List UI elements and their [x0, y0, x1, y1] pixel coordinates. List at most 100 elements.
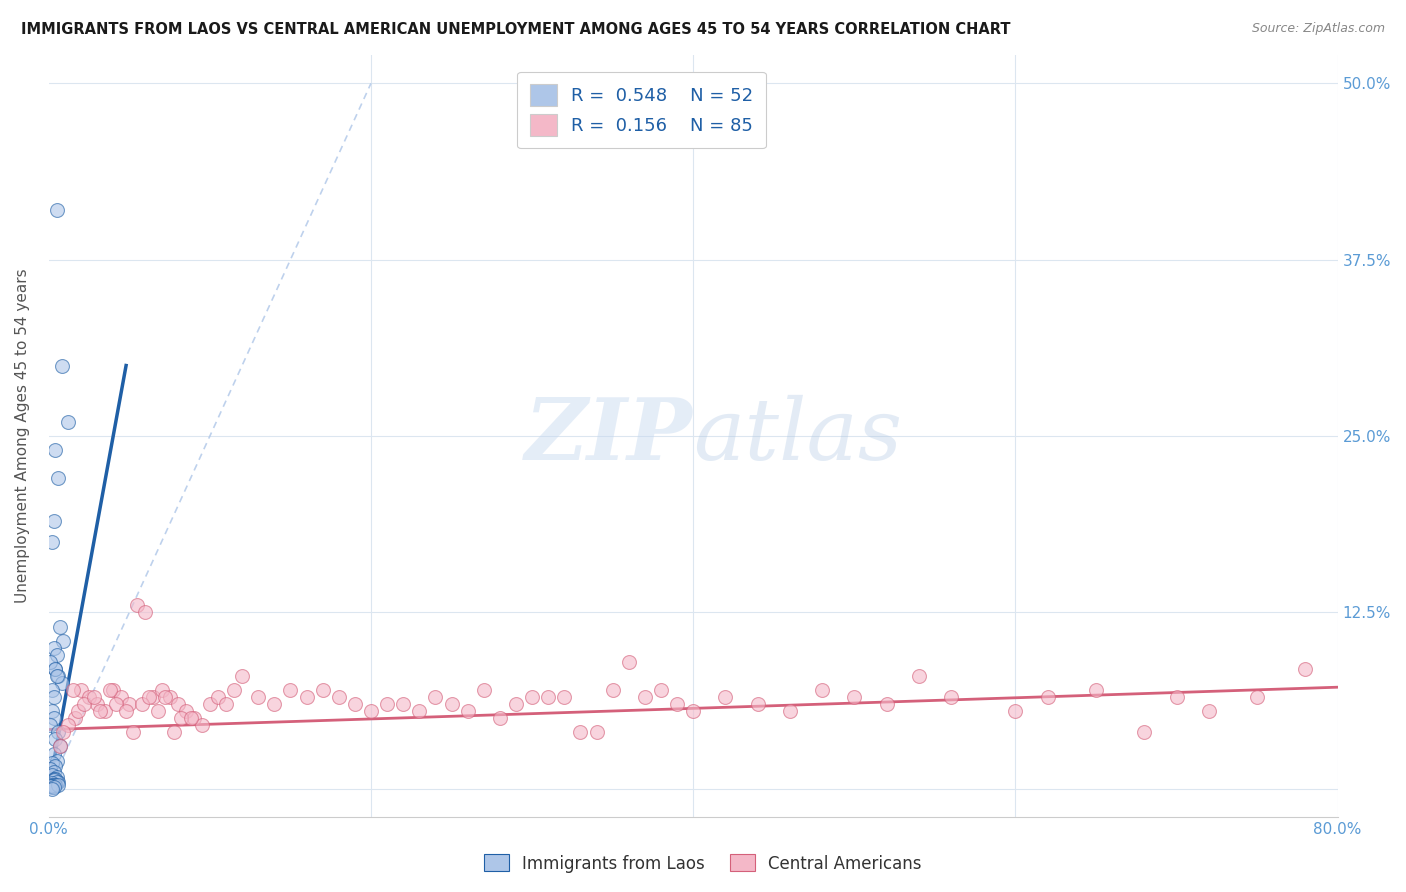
Point [41, 776, 63, 790]
Point [666, 697, 689, 711]
Point [56, 415, 79, 429]
Point [375, 697, 398, 711]
Point [42, 778, 65, 792]
Point [45, 771, 67, 785]
Point [222, 683, 245, 698]
Point [49, 739, 72, 754]
Point [42, 773, 65, 788]
Point [41, 781, 63, 796]
Point [118, 697, 141, 711]
Point [42, 747, 65, 761]
Point [110, 690, 132, 704]
Point [472, 683, 495, 698]
Point [127, 599, 149, 613]
Point [1294, 662, 1316, 676]
Point [41, 776, 63, 790]
Point [44, 778, 66, 792]
Y-axis label: Unemployment Among Ages 45 to 54 years: Unemployment Among Ages 45 to 54 years [15, 268, 30, 603]
Point [44, 732, 66, 747]
Point [328, 690, 350, 704]
Point [44, 772, 66, 786]
Point [48, 669, 70, 683]
Point [569, 725, 592, 739]
Point [49, 619, 72, 633]
Point [39, 779, 62, 793]
Legend: R =  0.548    N = 52, R =  0.156    N = 85: R = 0.548 N = 52, R = 0.156 N = 85 [517, 71, 766, 148]
Point [1198, 704, 1220, 718]
Point [98, 683, 121, 698]
Point [166, 697, 188, 711]
Point [42, 690, 65, 704]
Point [62, 683, 84, 698]
Point [142, 690, 165, 704]
Point [408, 704, 430, 718]
Point [183, 711, 205, 725]
Point [1036, 690, 1059, 704]
Point [51, 359, 73, 373]
Point [77, 690, 100, 704]
Point [39, 779, 62, 793]
Point [39, 718, 62, 732]
Point [41, 534, 63, 549]
Point [45, 648, 67, 662]
Point [70, 683, 93, 698]
Point [45, 774, 67, 789]
Point [48, 778, 70, 792]
Point [263, 697, 285, 711]
Point [49, 739, 72, 754]
Legend: Immigrants from Laos, Central Americans: Immigrants from Laos, Central Americans [478, 847, 928, 880]
Point [1004, 704, 1026, 718]
Point [86, 697, 108, 711]
Point [42, 772, 65, 786]
Point [103, 683, 125, 698]
Point [617, 655, 640, 669]
Point [682, 704, 704, 718]
Point [148, 704, 170, 718]
Point [939, 690, 962, 704]
Point [44, 759, 66, 773]
Point [56, 718, 79, 732]
Point [153, 690, 176, 704]
Point [191, 718, 214, 732]
Point [1133, 725, 1156, 739]
Point [41, 767, 63, 781]
Text: IMMIGRANTS FROM LAOS VS CENTRAL AMERICAN UNEMPLOYMENT AMONG AGES 45 TO 54 YEARS : IMMIGRANTS FROM LAOS VS CENTRAL AMERICAN… [21, 22, 1011, 37]
Point [41, 779, 63, 793]
Point [150, 683, 173, 698]
Point [747, 697, 769, 711]
Point [51, 676, 73, 690]
Point [42, 711, 65, 725]
Point [650, 683, 672, 698]
Point [45, 203, 67, 218]
Point [392, 697, 415, 711]
Point [343, 697, 366, 711]
Point [42, 514, 65, 528]
Point [42, 640, 65, 655]
Point [73, 697, 96, 711]
Point [295, 690, 318, 704]
Point [42, 778, 65, 792]
Point [553, 690, 575, 704]
Point [48, 774, 70, 789]
Text: atlas: atlas [693, 395, 903, 477]
Point [198, 697, 221, 711]
Point [425, 690, 447, 704]
Point [505, 697, 527, 711]
Point [66, 704, 89, 718]
Point [115, 704, 138, 718]
Point [159, 690, 181, 704]
Point [41, 780, 63, 795]
Point [41, 756, 63, 771]
Point [63, 711, 86, 725]
Point [457, 704, 479, 718]
Point [52, 633, 75, 648]
Point [131, 697, 153, 711]
Text: ZIP: ZIP [526, 394, 693, 478]
Point [42, 764, 65, 779]
Point [779, 704, 801, 718]
Point [94, 704, 117, 718]
Point [105, 697, 128, 711]
Point [134, 606, 156, 620]
Point [48, 471, 70, 485]
Point [876, 697, 898, 711]
